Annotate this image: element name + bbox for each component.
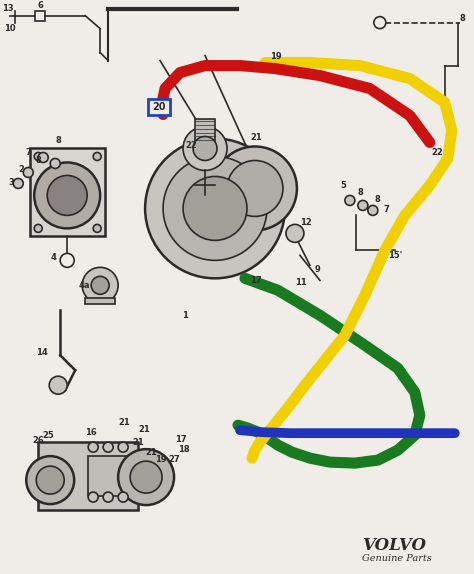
Text: 7: 7 — [384, 205, 390, 215]
Circle shape — [60, 253, 74, 267]
Circle shape — [47, 176, 87, 215]
Circle shape — [93, 153, 101, 161]
Circle shape — [103, 442, 113, 452]
Text: Genuine Parts: Genuine Parts — [362, 553, 432, 563]
Circle shape — [368, 205, 378, 215]
Text: 15': 15' — [388, 251, 402, 261]
Text: 20: 20 — [152, 102, 166, 111]
Circle shape — [103, 492, 113, 502]
Text: 22: 22 — [185, 141, 197, 150]
Circle shape — [118, 449, 174, 505]
Circle shape — [286, 224, 304, 242]
Circle shape — [23, 168, 33, 177]
Text: 8: 8 — [55, 137, 61, 145]
Bar — [38, 442, 138, 510]
Text: VOLVO: VOLVO — [362, 537, 426, 553]
Circle shape — [34, 153, 42, 161]
Circle shape — [374, 17, 386, 29]
Bar — [35, 11, 45, 21]
Text: 7: 7 — [25, 149, 31, 157]
Text: 21: 21 — [132, 438, 144, 447]
Circle shape — [213, 146, 297, 230]
Circle shape — [26, 456, 74, 504]
Bar — [30, 149, 105, 236]
Text: 4: 4 — [50, 253, 56, 262]
Text: 8: 8 — [460, 14, 465, 23]
Bar — [148, 99, 170, 115]
Text: 17: 17 — [250, 276, 262, 285]
Circle shape — [193, 137, 217, 161]
Text: 9: 9 — [315, 265, 321, 274]
Circle shape — [38, 153, 48, 162]
Text: 19: 19 — [270, 52, 282, 61]
Text: 4a: 4a — [78, 281, 90, 290]
Text: 5: 5 — [340, 181, 346, 191]
Circle shape — [358, 200, 368, 211]
Text: 27: 27 — [168, 455, 180, 464]
Circle shape — [118, 492, 128, 502]
Text: 2: 2 — [18, 165, 24, 174]
Bar — [85, 298, 115, 304]
Bar — [88, 456, 128, 496]
Text: 16: 16 — [85, 428, 97, 437]
Circle shape — [163, 157, 267, 261]
Text: 8: 8 — [375, 195, 381, 204]
Text: 8: 8 — [35, 157, 41, 165]
Text: 12: 12 — [300, 218, 312, 227]
Text: 11: 11 — [295, 278, 307, 288]
Text: 1: 1 — [182, 311, 188, 320]
Bar — [195, 118, 215, 146]
Circle shape — [88, 492, 98, 502]
Circle shape — [183, 126, 227, 170]
Circle shape — [227, 161, 283, 216]
Text: 3: 3 — [8, 179, 14, 188]
Text: 8: 8 — [358, 188, 364, 197]
Text: 18: 18 — [178, 445, 190, 454]
Circle shape — [130, 461, 162, 493]
Text: 26: 26 — [32, 436, 44, 445]
Circle shape — [36, 466, 64, 494]
Text: 22: 22 — [432, 149, 444, 157]
Circle shape — [34, 224, 42, 232]
Circle shape — [91, 276, 109, 294]
Text: 25: 25 — [42, 431, 54, 440]
Text: 10: 10 — [4, 24, 16, 33]
Circle shape — [88, 442, 98, 452]
Text: 6: 6 — [37, 1, 43, 10]
Circle shape — [82, 267, 118, 303]
Circle shape — [345, 195, 355, 205]
Text: 13: 13 — [2, 4, 14, 13]
Circle shape — [34, 162, 100, 228]
Circle shape — [50, 158, 60, 168]
Text: 21: 21 — [138, 425, 150, 434]
Circle shape — [118, 442, 128, 452]
Text: 17: 17 — [175, 435, 187, 444]
Circle shape — [13, 179, 23, 188]
Text: 21: 21 — [145, 448, 157, 457]
Circle shape — [145, 138, 285, 278]
Text: 19: 19 — [155, 455, 167, 464]
Circle shape — [183, 176, 247, 241]
Text: 14: 14 — [36, 348, 48, 357]
Circle shape — [93, 224, 101, 232]
Text: 21: 21 — [250, 134, 262, 142]
Circle shape — [49, 376, 67, 394]
Text: 21: 21 — [118, 418, 130, 427]
